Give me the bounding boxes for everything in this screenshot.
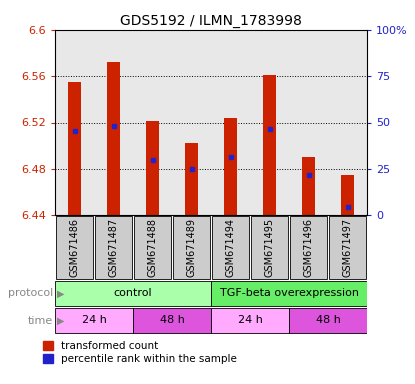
Text: GSM671496: GSM671496 [303, 218, 313, 277]
Text: GSM671495: GSM671495 [264, 218, 274, 277]
Text: ▶: ▶ [57, 316, 65, 326]
Text: time: time [28, 316, 53, 326]
Text: 48 h: 48 h [159, 315, 184, 325]
FancyBboxPatch shape [212, 216, 249, 279]
Text: GSM671487: GSM671487 [108, 218, 119, 277]
Text: 24 h: 24 h [82, 315, 106, 325]
FancyBboxPatch shape [173, 216, 210, 279]
Bar [302, 157, 315, 215]
Bar [146, 121, 159, 215]
FancyBboxPatch shape [290, 216, 327, 279]
Text: GSM671489: GSM671489 [186, 218, 196, 277]
FancyBboxPatch shape [55, 281, 211, 306]
Bar [224, 118, 237, 215]
Legend: transformed count, percentile rank within the sample: transformed count, percentile rank withi… [39, 337, 242, 368]
FancyBboxPatch shape [95, 216, 132, 279]
Text: TGF-beta overexpression: TGF-beta overexpression [220, 288, 359, 298]
FancyBboxPatch shape [55, 308, 133, 333]
FancyBboxPatch shape [251, 216, 288, 279]
FancyBboxPatch shape [134, 216, 171, 279]
Text: 48 h: 48 h [315, 315, 340, 325]
FancyBboxPatch shape [211, 281, 367, 306]
Text: GSM671497: GSM671497 [342, 218, 352, 277]
Text: GSM671486: GSM671486 [69, 218, 80, 277]
Text: GSM671494: GSM671494 [225, 218, 235, 277]
FancyBboxPatch shape [289, 308, 367, 333]
Title: GDS5192 / ILMN_1783998: GDS5192 / ILMN_1783998 [120, 13, 302, 28]
Bar [341, 175, 354, 215]
FancyBboxPatch shape [329, 216, 366, 279]
Text: control: control [114, 288, 152, 298]
Bar [263, 75, 276, 215]
Text: GSM671488: GSM671488 [147, 218, 158, 277]
Bar [68, 82, 81, 215]
FancyBboxPatch shape [56, 216, 93, 279]
FancyBboxPatch shape [211, 308, 289, 333]
Text: 24 h: 24 h [237, 315, 262, 325]
Bar [107, 62, 120, 215]
Text: ▶: ▶ [57, 288, 65, 298]
Text: protocol: protocol [7, 288, 53, 298]
FancyBboxPatch shape [133, 308, 211, 333]
Bar [185, 143, 198, 215]
